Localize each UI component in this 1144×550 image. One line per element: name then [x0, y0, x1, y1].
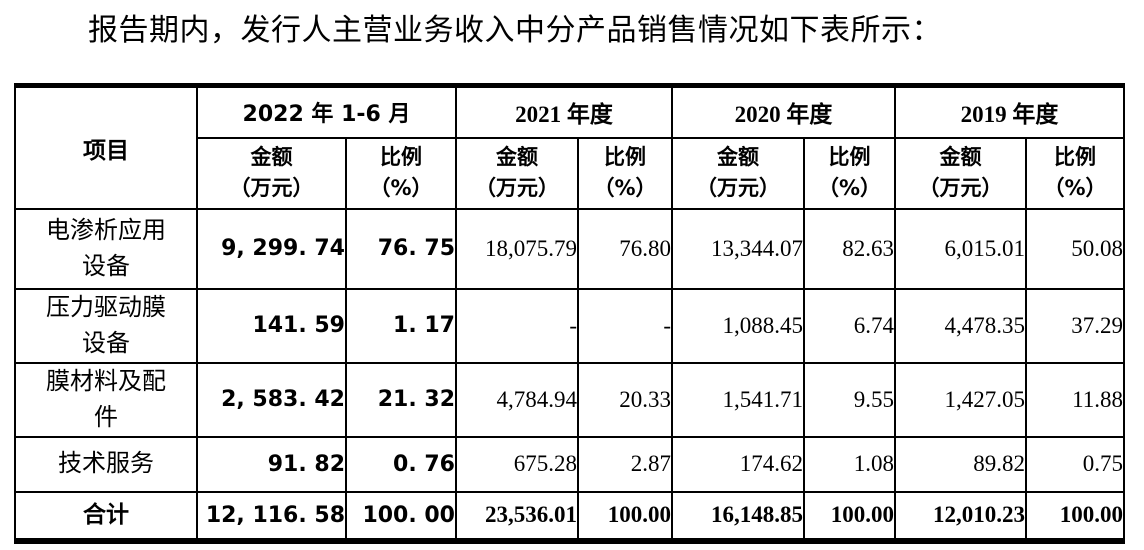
- cell-2020-amount: 13,344.07: [671, 207, 805, 290]
- cell-2020-amount: 174.62: [671, 435, 805, 493]
- cell-2019-ratio: 100.00: [1025, 490, 1125, 542]
- cell-2022-amount: 141. 59: [196, 287, 347, 364]
- row-label: 电渗析应用 设备: [14, 207, 198, 290]
- header-period-2020: 2020 年度: [671, 84, 896, 139]
- cell-2019-ratio: 50.08: [1025, 207, 1125, 290]
- cell-2020-ratio: 100.00: [803, 490, 896, 542]
- total-label: 合计: [14, 490, 198, 542]
- cell-2019-amount: 4,478.35: [894, 287, 1027, 364]
- cell-2022-amount: 9, 299. 74: [196, 207, 347, 290]
- cell-2020-amount: 1,541.71: [671, 361, 805, 438]
- header-ratio-2020: 比例 （%）: [803, 136, 896, 210]
- row-label: 压力驱动膜 设备: [14, 287, 198, 364]
- cell-2022-amount: 91. 82: [196, 435, 347, 493]
- row-pressure-driven-membrane-equipment: 压力驱动膜 设备 141. 59 1. 17 - - 1,088.45 6.74…: [14, 287, 1125, 364]
- cell-2022-ratio: 76. 75: [345, 207, 457, 290]
- row-technical-service: 技术服务 91. 82 0. 76 675.28 2.87 174.62 1.0…: [14, 435, 1125, 493]
- row-total: 合计 12, 116. 58 100. 00 23,536.01 100.00 …: [14, 490, 1125, 542]
- cell-2020-ratio: 9.55: [803, 361, 896, 438]
- revenue-by-product-table: 项目 2022 年 1-6 月 2021 年度 2020 年度 2019 年度 …: [14, 83, 1125, 544]
- cell-2021-amount: 23,536.01: [455, 490, 579, 542]
- header-ratio-2019: 比例 （%）: [1025, 136, 1125, 210]
- header-period-2021: 2021 年度: [455, 84, 673, 139]
- header-period-2019: 2019 年度: [894, 84, 1125, 139]
- cell-2020-amount: 1,088.45: [671, 287, 805, 364]
- cell-2019-amount: 12,010.23: [894, 490, 1027, 542]
- cell-2022-ratio: 0. 76: [345, 435, 457, 493]
- header-ratio-2022h1: 比例 （%）: [345, 136, 457, 210]
- row-membrane-materials-accessories: 膜材料及配 件 2, 583. 42 21. 32 4,784.94 20.33…: [14, 361, 1125, 438]
- header-item: 项目: [14, 84, 198, 210]
- cell-2019-amount: 89.82: [894, 435, 1027, 493]
- cell-2022-ratio: 1. 17: [345, 287, 457, 364]
- header-amount-2019: 金额 （万元）: [894, 136, 1027, 210]
- cell-2021-ratio: -: [577, 287, 673, 364]
- cell-2019-ratio: 37.29: [1025, 287, 1125, 364]
- row-electrodialysis-equipment: 电渗析应用 设备 9, 299. 74 76. 75 18,075.79 76.…: [14, 207, 1125, 290]
- cell-2020-ratio: 82.63: [803, 207, 896, 290]
- cell-2019-amount: 6,015.01: [894, 207, 1027, 290]
- cell-2021-amount: -: [455, 287, 579, 364]
- cell-2019-ratio: 0.75: [1025, 435, 1125, 493]
- cell-2022-amount: 12, 116. 58: [196, 490, 347, 542]
- cell-2021-ratio: 2.87: [577, 435, 673, 493]
- row-label: 技术服务: [14, 435, 198, 493]
- header-amount-2022h1: 金额 （万元）: [196, 136, 347, 210]
- header-row-metrics: 金额 （万元） 比例 （%） 金额 （万元） 比例 （%） 金额 （万元） 比例…: [15, 136, 1125, 210]
- cell-2021-ratio: 100.00: [577, 490, 673, 542]
- cell-2019-ratio: 11.88: [1025, 361, 1125, 438]
- cell-2022-ratio: 21. 32: [345, 361, 457, 438]
- header-amount-2021: 金额 （万元）: [455, 136, 579, 210]
- cell-2022-amount: 2, 583. 42: [196, 361, 347, 438]
- cell-2021-amount: 4,784.94: [455, 361, 579, 438]
- cell-2020-ratio: 6.74: [803, 287, 896, 364]
- header-period-2022h1: 2022 年 1-6 月: [196, 84, 457, 139]
- cell-2021-ratio: 76.80: [577, 207, 673, 290]
- header-row-periods: 项目 2022 年 1-6 月 2021 年度 2020 年度 2019 年度: [14, 84, 1125, 210]
- intro-paragraph: 报告期内，发行人主营业务收入中分产品销售情况如下表所示：: [88, 14, 942, 47]
- cell-2019-amount: 1,427.05: [894, 361, 1027, 438]
- header-amount-2020: 金额 （万元）: [671, 136, 805, 210]
- row-label: 膜材料及配 件: [14, 361, 198, 438]
- cell-2020-ratio: 1.08: [803, 435, 896, 493]
- cell-2021-ratio: 20.33: [577, 361, 673, 438]
- cell-2021-amount: 18,075.79: [455, 207, 579, 290]
- cell-2022-ratio: 100. 00: [345, 490, 457, 542]
- cell-2021-amount: 675.28: [455, 435, 579, 493]
- header-ratio-2021: 比例 （%）: [577, 136, 673, 210]
- cell-2020-amount: 16,148.85: [671, 490, 805, 542]
